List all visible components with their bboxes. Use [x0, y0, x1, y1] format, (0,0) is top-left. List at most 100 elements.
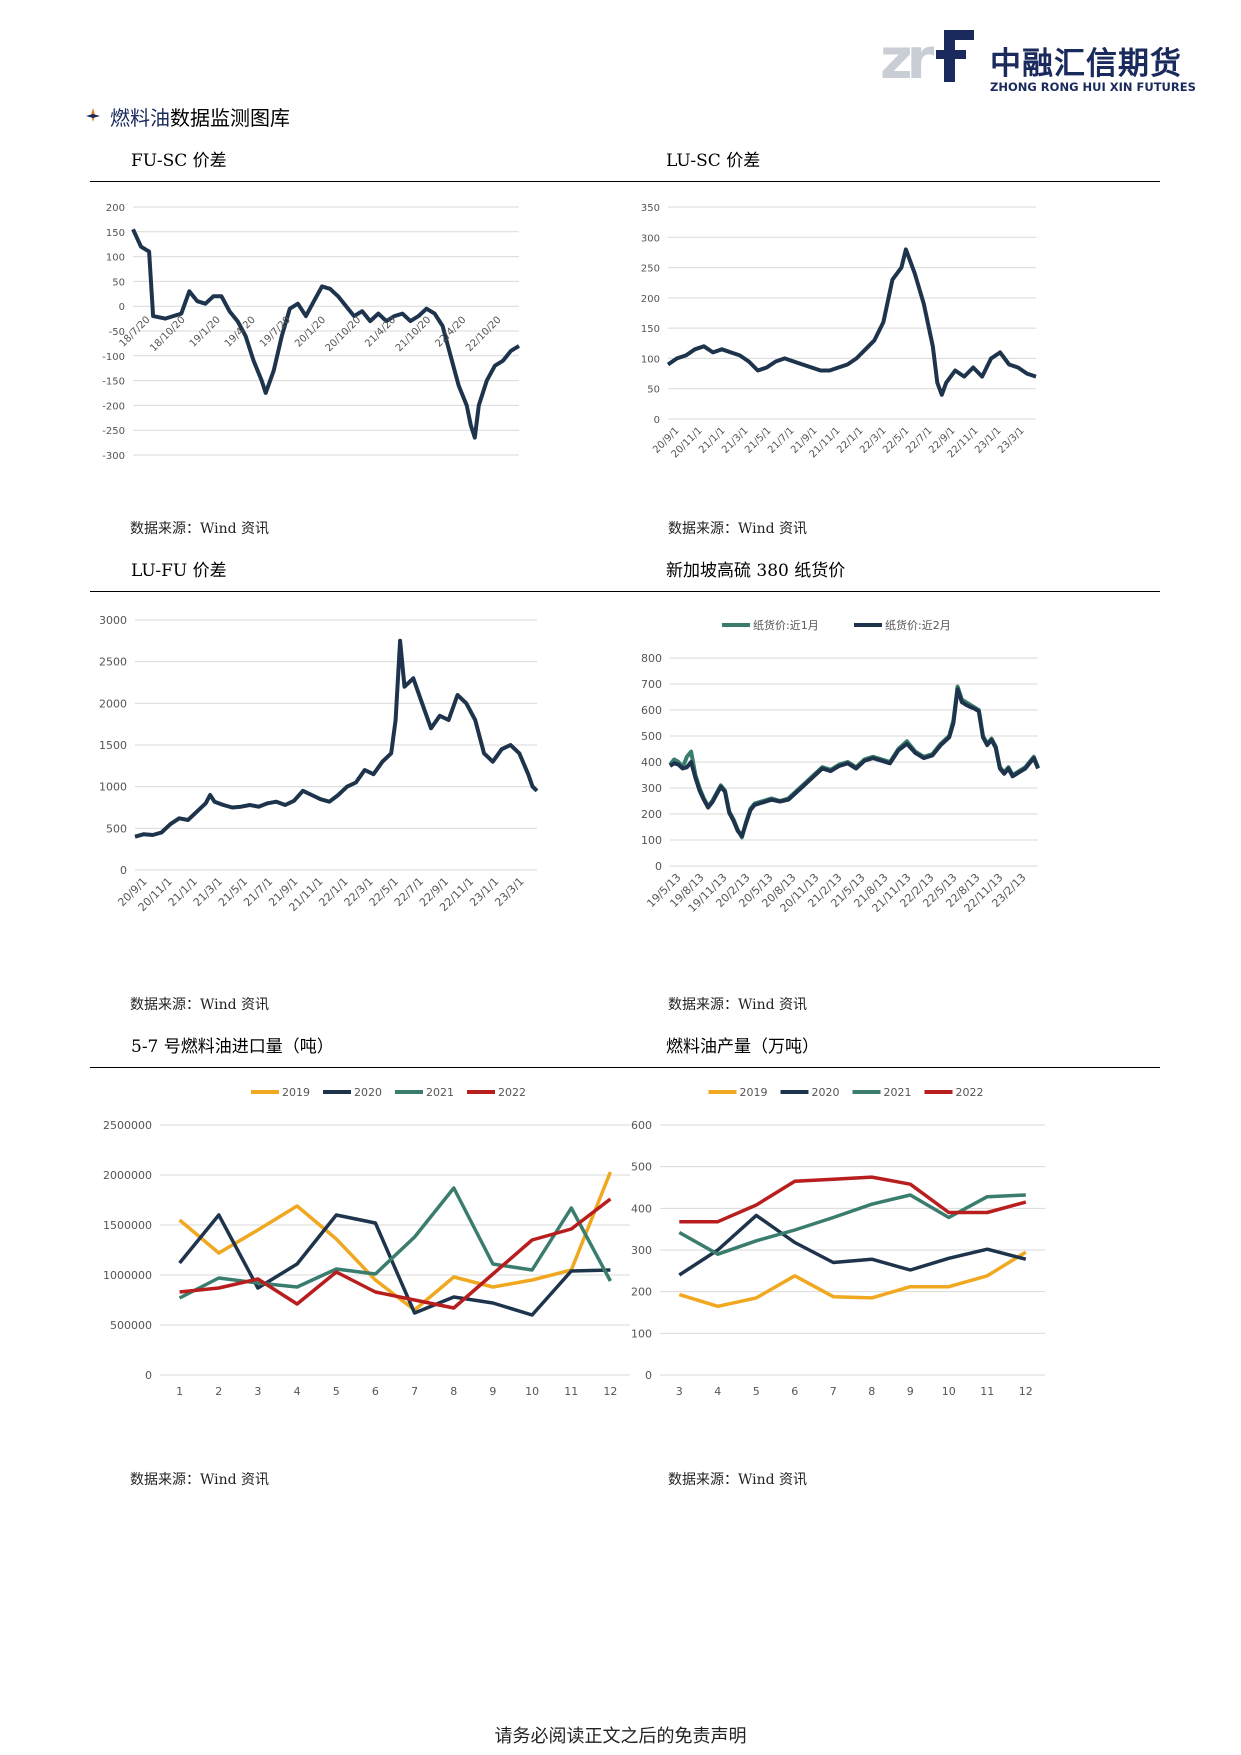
series-line	[131, 228, 521, 440]
divider-row1	[90, 181, 1160, 182]
y-tick-label: 250	[641, 264, 660, 275]
y-tick-label: 100	[641, 354, 660, 365]
y-tick-label: 1500000	[103, 1219, 152, 1232]
y-tick-label: 2500	[99, 656, 127, 669]
y-tick-label: -150	[102, 377, 125, 388]
source-note-1: 数据来源：Wind 资讯	[130, 521, 270, 537]
y-tick-label: 350	[641, 203, 660, 214]
x-tick-label: 9	[489, 1385, 496, 1398]
x-tick-label: 5	[333, 1385, 340, 1398]
series-line-2021	[678, 1193, 1026, 1256]
series-line-2019	[178, 1171, 613, 1312]
legend-label: 2019	[282, 1086, 310, 1099]
company-logo: zr 中融汇信期货 ZHONG RONG HUI XIN FUTURES	[880, 28, 1196, 98]
y-tick-label: 200	[106, 203, 125, 214]
series-line-2022	[679, 1175, 1027, 1224]
series-line	[666, 247, 1037, 397]
source-note-2: 数据来源：Wind 资讯	[668, 521, 808, 537]
chart-title-lu-fu: LU-FU 价差	[131, 561, 227, 581]
x-tick-label: 19/4/20	[223, 315, 258, 350]
x-tick-label: 12	[1019, 1385, 1033, 1398]
x-tick-label: 10	[942, 1385, 956, 1398]
source-note-3: 数据来源：Wind 资讯	[130, 997, 270, 1013]
x-tick-label: 12	[603, 1385, 617, 1398]
y-tick-label: -200	[102, 401, 125, 412]
y-tick-label: 100	[106, 253, 125, 264]
source-note-6: 数据来源：Wind 资讯	[668, 1472, 808, 1488]
chart-title-fo-import: 5-7 号燃料油进口量（吨）	[131, 1037, 334, 1057]
x-tick-label: 4	[714, 1385, 721, 1398]
y-tick-label: 300	[631, 1244, 652, 1257]
y-tick-label: 500	[631, 1161, 652, 1174]
y-tick-label: 1000	[99, 781, 127, 794]
y-tick-label: 1000000	[103, 1269, 152, 1282]
legend-label: 2022	[956, 1086, 984, 1099]
section-title: 燃料油数据监测图库	[110, 102, 290, 131]
y-tick-label: -250	[102, 426, 125, 437]
series-line-2022	[179, 1197, 612, 1310]
x-tick-label: 2	[215, 1385, 222, 1398]
x-tick-label: 8	[868, 1385, 875, 1398]
legend: 2019 2020 2021 2022	[251, 1086, 526, 1099]
y-tick-label: 200	[631, 1286, 652, 1299]
x-tick-label: 23/3/1	[492, 875, 526, 909]
y-tick-label: 0	[119, 302, 125, 313]
divider-row2	[90, 591, 1160, 592]
legend-label: 2019	[740, 1086, 768, 1099]
chart-title-fu-sc: FU-SC 价差	[131, 151, 227, 171]
x-tick-label: 4	[294, 1385, 301, 1398]
y-tick-label: 150	[106, 228, 125, 239]
chart-title-lu-sc: LU-SC 价差	[666, 151, 761, 171]
section-title-part2: 数据监测图库	[170, 106, 290, 130]
divider-row3	[90, 1067, 1160, 1068]
series-line-纸货价:近2月	[668, 687, 1040, 839]
y-tick-label: -100	[102, 352, 125, 363]
y-tick-label: 0	[655, 860, 662, 873]
y-tick-label: 400	[631, 1202, 652, 1215]
y-tick-label: 500	[106, 822, 127, 835]
y-tick-label: 200	[641, 808, 662, 821]
x-tick-label: 19/7/20	[258, 315, 293, 350]
x-tick-label: 9	[907, 1385, 914, 1398]
legend: 2019 2020 2021 2022	[708, 1086, 984, 1099]
y-tick-label: 600	[641, 704, 662, 717]
x-tick-label: 11	[564, 1385, 578, 1398]
legend-label: 2020	[812, 1086, 840, 1099]
x-tick-label: 3	[254, 1385, 261, 1398]
y-tick-label: 600	[631, 1119, 652, 1132]
svg-text:zr: zr	[880, 28, 935, 88]
y-tick-label: 800	[641, 652, 662, 665]
y-tick-label: 0	[145, 1369, 152, 1382]
y-tick-label: 50	[647, 385, 660, 396]
x-tick-label: 6	[372, 1385, 379, 1398]
y-tick-label: 50	[112, 277, 125, 288]
series-line	[134, 638, 539, 839]
y-tick-label: 2000000	[103, 1169, 152, 1182]
y-tick-label: -50	[109, 327, 125, 338]
x-tick-label: 8	[450, 1385, 457, 1398]
legend: 纸货价:近1月 纸货价:近2月	[722, 618, 951, 632]
y-tick-label: 400	[641, 756, 662, 769]
chart-fo-output: 600 500 400 300 200 100 0 3 4 5 6 7 8 9 10 11 12 2019 2020…	[631, 1086, 1045, 1398]
chart-title-fo-output: 燃料油产量（万吨）	[666, 1037, 819, 1057]
x-tick-label: 18/10/20	[148, 315, 188, 355]
chart-sg-380: 800700600500400300200100019/5/1319/8/131…	[641, 618, 1040, 915]
zrf-logo-icon: zr	[880, 28, 974, 88]
x-tick-label: 7	[411, 1385, 418, 1398]
series-line-2019	[678, 1250, 1027, 1309]
y-tick-label: 100	[631, 1327, 652, 1340]
x-tick-label: 7	[830, 1385, 837, 1398]
x-tick-label: 19/1/20	[188, 315, 223, 350]
company-name-en: ZHONG RONG HUI XIN FUTURES	[990, 80, 1196, 94]
y-tick-label: 2000	[99, 697, 127, 710]
x-tick-label: 1	[176, 1385, 183, 1398]
y-tick-label: 100	[641, 834, 662, 847]
x-tick-label: 20/1/20	[293, 315, 328, 350]
legend-label: 纸货价:近1月	[753, 618, 819, 632]
x-tick-label: 5	[753, 1385, 760, 1398]
legend-label: 2022	[498, 1086, 526, 1099]
x-tick-label: 23/3/1	[996, 425, 1027, 456]
y-tick-label: 0	[654, 415, 660, 426]
y-tick-label: 1500	[99, 739, 127, 752]
